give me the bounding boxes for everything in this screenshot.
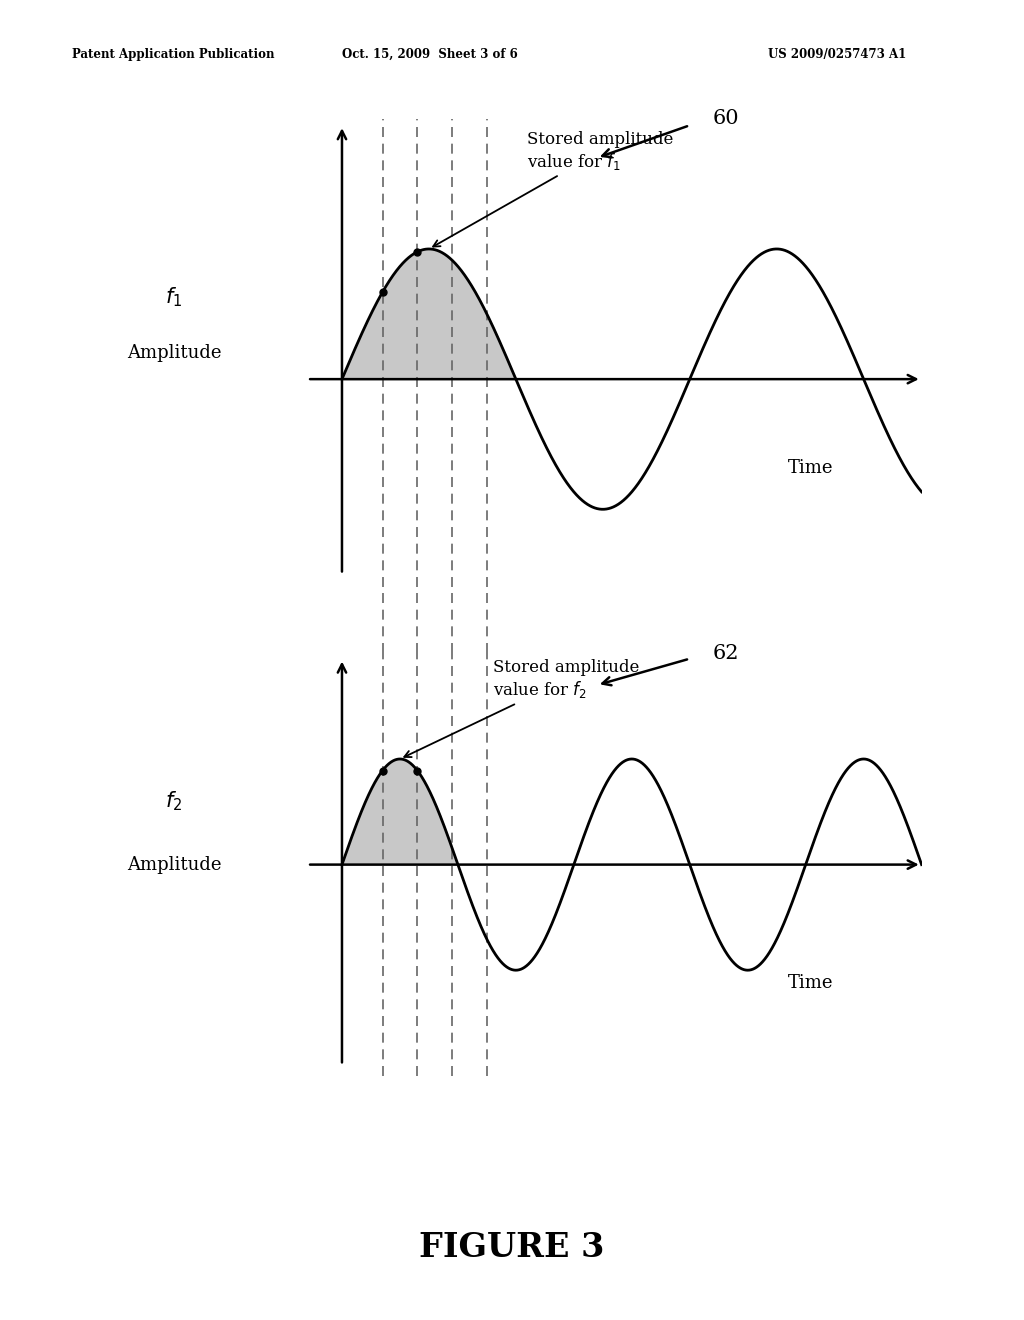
Text: 62: 62 xyxy=(713,644,739,663)
Text: Stored amplitude
value for $f_1$: Stored amplitude value for $f_1$ xyxy=(433,131,674,247)
Text: Patent Application Publication: Patent Application Publication xyxy=(72,48,274,61)
Text: $f_2$: $f_2$ xyxy=(166,789,182,813)
Text: US 2009/0257473 A1: US 2009/0257473 A1 xyxy=(768,48,906,61)
Text: Amplitude: Amplitude xyxy=(127,855,221,874)
Text: $f_1$: $f_1$ xyxy=(166,285,182,309)
Text: FIGURE 3: FIGURE 3 xyxy=(419,1230,605,1265)
Text: Stored amplitude
value for $f_2$: Stored amplitude value for $f_2$ xyxy=(404,659,639,758)
Text: Oct. 15, 2009  Sheet 3 of 6: Oct. 15, 2009 Sheet 3 of 6 xyxy=(342,48,518,61)
Text: Amplitude: Amplitude xyxy=(127,345,221,362)
Text: Time: Time xyxy=(788,974,834,991)
Text: 60: 60 xyxy=(713,110,739,128)
Text: Time: Time xyxy=(788,459,834,477)
